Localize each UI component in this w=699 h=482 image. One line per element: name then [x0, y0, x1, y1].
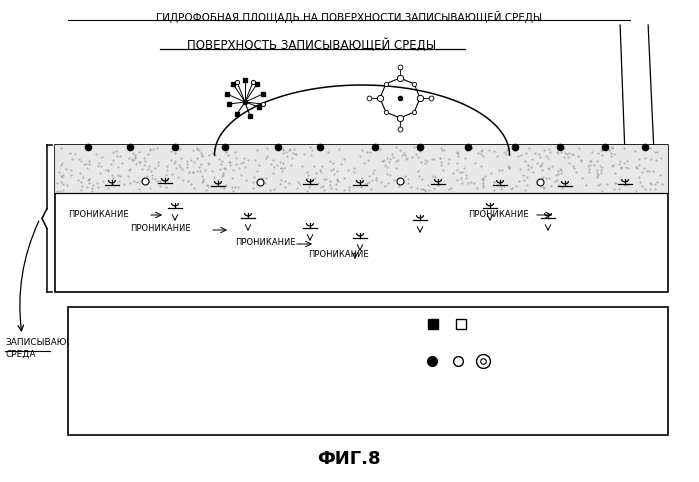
- Text: ПРОНИКАНИЕ: ПРОНИКАНИЕ: [468, 210, 528, 219]
- Text: ГИДРОФИЛЬНАЯ СТРУКТУРНАЯ ЕДИНИЦА :: ГИДРОФИЛЬНАЯ СТРУКТУРНАЯ ЕДИНИЦА :: [82, 355, 300, 365]
- Text: ПРОНИКАНИЕ: ПРОНИКАНИЕ: [130, 224, 191, 233]
- Bar: [55, 145, 668, 292]
- Bar: [428, 319, 438, 329]
- Bar: [68, 307, 668, 435]
- Text: <: <: [441, 355, 450, 365]
- Text: ФИГ.8: ФИГ.8: [317, 450, 381, 468]
- Text: ПОВЕРХНОСТЬ ЗАПИСЫВАЮЩЕЙ СРЕДЫ: ПОВЕРХНОСТЬ ЗАПИСЫВАЮЩЕЙ СРЕДЫ: [187, 38, 437, 52]
- Text: ЗАПИСЫВАЮЩАЯ
СРЕДА: ЗАПИСЫВАЮЩАЯ СРЕДА: [5, 338, 89, 359]
- Text: ГИДРОФОБНАЯ ПЛОЩАДЬ НА ПОВЕРХНОСТИ ЗАПИСЫВАЮЩЕЙ СРЕДЫ: ГИДРОФОБНАЯ ПЛОЩАДЬ НА ПОВЕРХНОСТИ ЗАПИС…: [156, 11, 542, 23]
- Text: ГИДРОФОБНАЯ СТРУКТУРНАЯ ЕДИНИЦА :: ГИДРОФОБНАЯ СТРУКТУРНАЯ ЕДИНИЦА :: [82, 318, 293, 328]
- Text: <: <: [466, 355, 475, 365]
- Text: ПРОНИКАНИЕ: ПРОНИКАНИЕ: [235, 238, 296, 247]
- Text: (БОЛЕЕ ГИДРОФИЛЬНАЯ→): (БОЛЕЕ ГИДРОФИЛЬНАЯ→): [440, 371, 559, 380]
- Text: ПРОНИКАНИЕ: ПРОНИКАНИЕ: [68, 210, 129, 219]
- Bar: [55, 145, 668, 193]
- Text: (БОЛЕЕ ГИДРОФОБНАЯ→): (БОЛЕЕ ГИДРОФОБНАЯ→): [440, 332, 553, 341]
- Text: <: <: [442, 318, 452, 328]
- Bar: [456, 319, 466, 329]
- Text: ПРОНИКАНИЕ: ПРОНИКАНИЕ: [308, 250, 368, 259]
